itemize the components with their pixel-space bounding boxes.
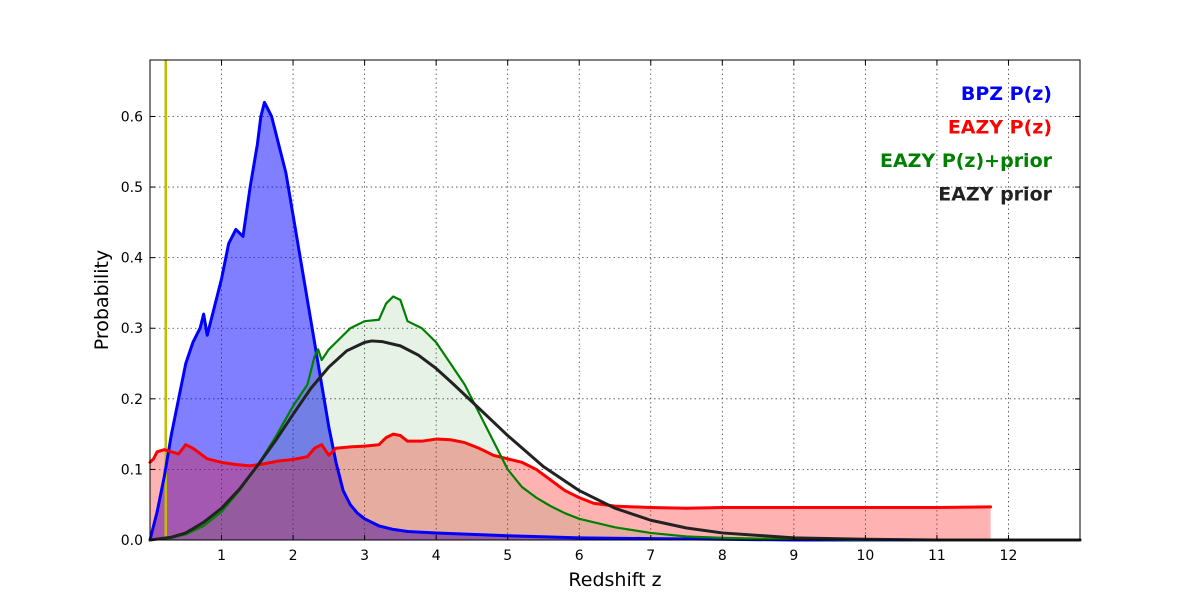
y-tick-label-5: 0.5: [121, 180, 143, 196]
x-tick-label-9: 9: [789, 548, 798, 564]
series-lines: [148, 100, 1082, 542]
series-line-bpz-p-z: [148, 100, 1082, 542]
y-tick-label-3: 0.3: [121, 321, 143, 337]
x-tick-label-12: 12: [1000, 548, 1018, 564]
y-tick-label-1: 0.1: [121, 462, 143, 478]
x-tick-label-3: 3: [360, 548, 369, 564]
grid: [150, 60, 1080, 540]
y-tick-label-0: 0.0: [121, 533, 143, 549]
legend: BPZ P(z) EAZY P(z) EAZY P(z)+prior EAZY pri…: [880, 83, 1053, 206]
series-line-eazy-p-z: [148, 432, 993, 510]
series-line-eazy-prior: [148, 339, 1082, 542]
y-axis-title: Probability: [91, 250, 113, 350]
plot-frame: [149, 59, 1081, 541]
y-tick-label-2: 0.2: [121, 392, 143, 408]
y-tick-label-4: 0.4: [121, 251, 143, 267]
x-tick-label-5: 5: [503, 548, 512, 564]
series-fill-bpz-p-z: [150, 102, 1080, 540]
x-tick-label-11: 11: [928, 548, 946, 564]
axis-ticks: 1 2 3 4 5 6 7 8 9 10 11 120.00.10.20.30.40.50.6: [121, 60, 1080, 564]
x-axis-title: Redshift z: [568, 569, 661, 591]
x-tick-label-10: 10: [856, 548, 874, 564]
x-tick-label-8: 8: [718, 548, 727, 564]
legend-entry-bpz-p-z: BPZ P(z): [961, 83, 1052, 105]
x-tick-label-4: 4: [432, 548, 441, 564]
series-fill-eazy-p-z-prior: [150, 296, 1080, 540]
y-tick-label-6: 0.6: [121, 109, 143, 125]
x-tick-label-6: 6: [575, 548, 584, 564]
legend-entry-eazy-prior: EAZY prior: [938, 184, 1052, 206]
x-tick-label-2: 2: [289, 548, 298, 564]
x-tick-label-1: 1: [217, 548, 226, 564]
legend-entry-eazy-p-z-prior: EAZY P(z)+prior: [880, 150, 1053, 172]
x-tick-label-7: 7: [646, 548, 655, 564]
legend-entry-eazy-p-z: EAZY P(z): [948, 117, 1052, 139]
